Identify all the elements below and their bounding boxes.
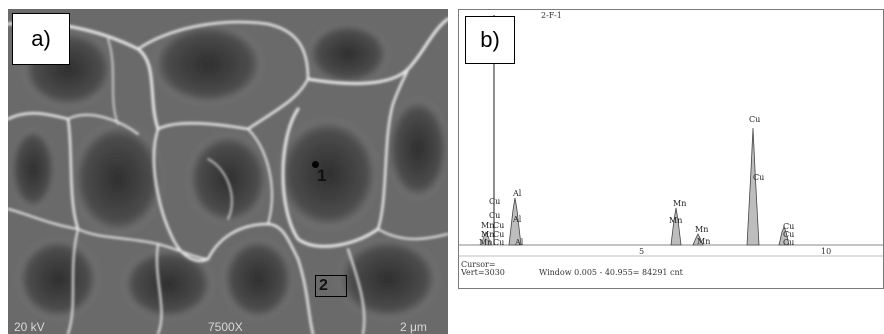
peak-label: Al — [512, 215, 522, 224]
peak-label: Mn — [481, 230, 494, 239]
axis-tick-10: 10 — [821, 247, 831, 256]
peak-label: Cu — [783, 222, 794, 231]
panel-a-label: a) — [12, 13, 70, 65]
peak-label: Mn — [669, 216, 682, 225]
sem-magnification: 7500X — [208, 320, 243, 334]
peak-label: Cu — [493, 238, 504, 247]
sem-info-bar: 20 kV 7500X 2 μm — [8, 320, 448, 334]
peak-label: Mn — [697, 237, 710, 246]
point-1-label: 1 — [317, 166, 327, 185]
peak-label: Cu — [783, 230, 794, 239]
peak-label: Cu — [749, 115, 760, 124]
peak-label: Mn — [695, 225, 708, 234]
peak-mn-ka — [670, 207, 682, 246]
sem-texture — [8, 9, 448, 334]
peak-label: Cu — [489, 211, 500, 220]
point-2-box: 2 — [315, 275, 347, 297]
peak-label: Mn — [479, 238, 492, 247]
peak-label: Mn — [673, 199, 686, 208]
window-readout: Window 0.005 - 40.955= 84291 cnt — [539, 268, 684, 277]
peak-label: Al — [514, 238, 524, 247]
peak-label: Cu — [489, 197, 500, 206]
sem-voltage: 20 kV — [14, 320, 45, 334]
peak-label: Cu — [493, 230, 504, 239]
point-1-marker — [312, 161, 319, 168]
peak-cu-ka — [746, 127, 760, 246]
peak-cu-kb — [778, 225, 790, 246]
panel-b-label: b) — [465, 16, 515, 64]
sem-scale: 2 μm — [400, 320, 427, 334]
peak-left-cluster — [480, 231, 492, 246]
peak-label: Cu — [493, 221, 504, 230]
cursor-readout: Cursor= — [461, 260, 496, 269]
peak-mn-kb — [692, 233, 704, 246]
peak-label: Cu — [783, 238, 794, 247]
sem-micrograph-panel: a) 1 2 20 kV 7500X 2 μm — [8, 9, 448, 334]
peak-label: Cu — [753, 173, 764, 182]
axis-tick-5: 5 — [639, 247, 644, 256]
eds-spectrum-panel: 2-F-1 5 10 Cu Cu Mn Cu Mn Cu Mn Cu Al Al… — [458, 9, 884, 289]
vert-readout: Vert=3030 — [460, 268, 505, 277]
peak-label: Mn — [481, 221, 494, 230]
spectrum-header: 2-F-1 — [541, 11, 562, 20]
peak-label: Al — [512, 189, 522, 198]
eds-spectrum-plot: 5 10 Cu Cu Mn Cu Mn Cu Mn Cu Al Al Al Mn… — [459, 15, 883, 277]
peak-al — [508, 197, 522, 246]
point-2-label: 2 — [319, 277, 328, 294]
